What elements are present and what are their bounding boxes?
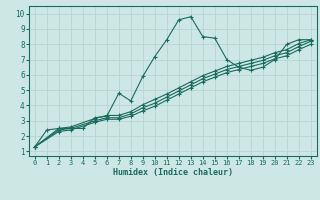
X-axis label: Humidex (Indice chaleur): Humidex (Indice chaleur) [113, 168, 233, 177]
